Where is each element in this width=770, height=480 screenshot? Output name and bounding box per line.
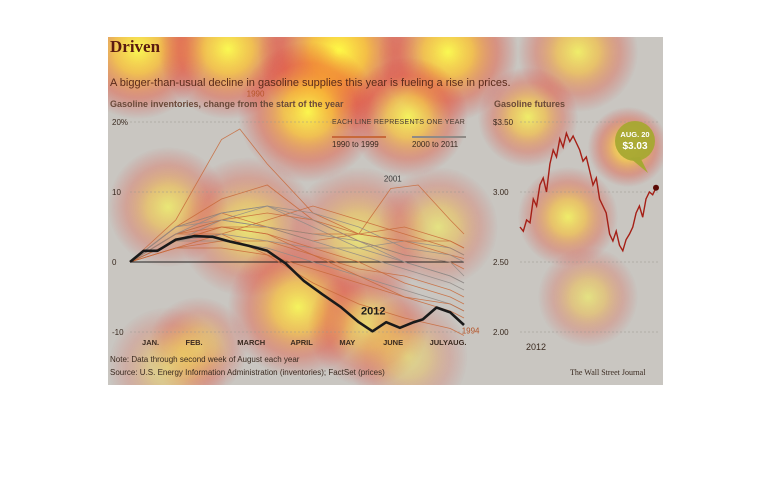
x-tick-label: JAN. <box>142 338 159 347</box>
annotation-2012: 2012 <box>361 306 385 318</box>
price-callout-bubble <box>615 121 655 161</box>
x-tick-label: MARCH <box>237 338 265 347</box>
y-tick-label: 0 <box>112 258 117 267</box>
series-line-year-15 <box>129 219 465 277</box>
callout-date: AUG. 20 <box>620 130 649 139</box>
price-callout-pointer <box>630 157 648 173</box>
footnote: Note: Data through second week of August… <box>110 355 300 364</box>
x-tick-label: JULY <box>430 338 448 347</box>
publisher-credit: The Wall Street Journal <box>570 368 646 377</box>
annotation-2001: 2001 <box>384 175 402 184</box>
chart-title: Driven <box>110 37 161 56</box>
y-tick-label: 10 <box>112 188 121 197</box>
latest-price-point <box>653 184 659 191</box>
series-line-year-17 <box>129 205 465 284</box>
series-line-year-11 <box>129 219 465 291</box>
annotation-1990: 1990 <box>247 89 265 98</box>
x-tick-label: AUG. <box>448 338 467 347</box>
attention-heatmap-overlay <box>108 37 663 385</box>
x-tick-label: FEB. <box>186 338 203 347</box>
x-tick-label: MAY <box>339 338 355 347</box>
y-tick-label: 2.50 <box>493 258 509 267</box>
series-line-futures <box>519 130 657 253</box>
legend-swatch-2000s <box>412 136 466 138</box>
legend-label-2000s: 2000 to 2011 <box>412 140 459 149</box>
inventories-chart-title: Gasoline inventories, change from the st… <box>110 99 344 109</box>
series-line-year-7 <box>129 240 465 312</box>
series-line-1990 <box>129 128 465 263</box>
y-tick-label: -10 <box>112 328 124 337</box>
series-line-year-8 <box>129 205 465 263</box>
legend-swatch-1990s <box>332 136 386 138</box>
y-tick-label: 20% <box>112 118 128 127</box>
chart-subtitle: A bigger-than-usual decline in gasoline … <box>110 77 511 89</box>
y-tick-label: 3.00 <box>493 188 509 197</box>
series-line-year-13 <box>129 233 465 263</box>
y-tick-label: 2.00 <box>493 328 509 337</box>
annotation-1994: 1994 <box>462 326 480 335</box>
x-tick-label: APRIL <box>290 338 313 347</box>
series-line-year-9 <box>129 205 465 263</box>
source-line: Source: U.S. Energy Information Administ… <box>110 368 385 377</box>
x-axis-year-label: 2012 <box>526 342 546 352</box>
legend-label-1990s: 1990 to 1999 <box>332 140 379 149</box>
chart-panel: 20% 10 0 -10 JAN. FEB. MARCH APRIL MAY JUNE JULY AU… <box>108 37 663 385</box>
y-tick-label: $3.50 <box>493 118 514 127</box>
legend-header: EACH LINE REPRESENTS ONE YEAR <box>332 119 466 126</box>
series-line-2012 <box>129 234 465 333</box>
series-line-year-18 <box>129 247 465 312</box>
x-tick-label: JUNE <box>383 338 403 347</box>
futures-chart-title: Gasoline futures <box>494 99 566 109</box>
callout-value: $3.03 <box>622 141 647 152</box>
